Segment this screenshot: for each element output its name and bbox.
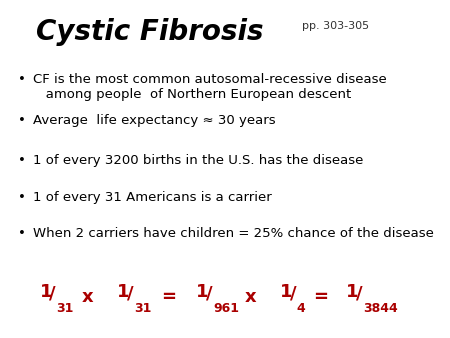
Text: 31: 31 bbox=[134, 302, 151, 315]
Text: •: • bbox=[18, 114, 26, 127]
Text: x: x bbox=[245, 288, 256, 306]
Text: /: / bbox=[206, 284, 213, 302]
Text: x: x bbox=[82, 288, 93, 306]
Text: 1: 1 bbox=[280, 283, 292, 300]
Text: 1 of every 3200 births in the U.S. has the disease: 1 of every 3200 births in the U.S. has t… bbox=[33, 154, 364, 167]
Text: /: / bbox=[50, 284, 56, 302]
Text: •: • bbox=[18, 227, 26, 240]
Text: 961: 961 bbox=[213, 302, 239, 315]
Text: 4: 4 bbox=[297, 302, 306, 315]
Text: 1: 1 bbox=[40, 283, 52, 300]
Text: =: = bbox=[161, 288, 176, 306]
Text: /: / bbox=[290, 284, 297, 302]
Text: 1 of every 31 Americans is a carrier: 1 of every 31 Americans is a carrier bbox=[33, 191, 272, 203]
Text: /: / bbox=[126, 284, 133, 302]
Text: •: • bbox=[18, 73, 26, 86]
Text: =: = bbox=[313, 288, 328, 306]
Text: CF is the most common autosomal-recessive disease
   among people  of Northern E: CF is the most common autosomal-recessiv… bbox=[33, 73, 387, 101]
Text: 1: 1 bbox=[117, 283, 130, 300]
Text: 31: 31 bbox=[57, 302, 74, 315]
Text: Cystic Fibrosis: Cystic Fibrosis bbox=[36, 18, 264, 46]
Text: •: • bbox=[18, 154, 26, 167]
Text: 1: 1 bbox=[196, 283, 209, 300]
Text: 3844: 3844 bbox=[363, 302, 398, 315]
Text: When 2 carriers have children = 25% chance of the disease: When 2 carriers have children = 25% chan… bbox=[33, 227, 434, 240]
Text: pp. 303-305: pp. 303-305 bbox=[302, 21, 369, 31]
Text: Average  life expectancy ≈ 30 years: Average life expectancy ≈ 30 years bbox=[33, 114, 276, 127]
Text: •: • bbox=[18, 191, 26, 203]
Text: /: / bbox=[356, 284, 363, 302]
Text: 1: 1 bbox=[346, 283, 359, 300]
